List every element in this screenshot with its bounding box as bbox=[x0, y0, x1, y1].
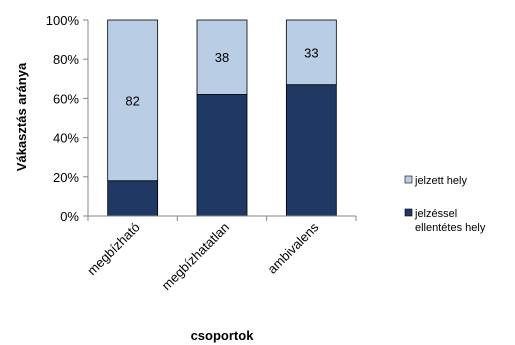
x-tick-label: megbízható bbox=[84, 220, 143, 279]
x-tick-label: megbízhatatlan bbox=[159, 220, 232, 293]
x-tick-label: ambivalens bbox=[264, 219, 321, 276]
data-label: 38 bbox=[215, 50, 229, 65]
y-axis-title: Vákasztás aránya bbox=[14, 62, 29, 171]
data-label: 33 bbox=[304, 45, 318, 60]
axes-group: 0% 20% 40% 60% 80% 100% bbox=[46, 13, 357, 224]
y-tick-label: 0% bbox=[60, 209, 79, 224]
bar-jelzessel-ellentetes-hely-0 bbox=[107, 180, 159, 217]
data-label: 82 bbox=[125, 93, 139, 108]
y-tick-label: 40% bbox=[53, 131, 79, 146]
legend-label: jelzéssel bbox=[414, 208, 457, 220]
bar-jelzett-hely-1 bbox=[196, 19, 248, 95]
bar-jelzessel-ellentetes-hely-2 bbox=[285, 84, 337, 217]
legend-swatch bbox=[404, 175, 413, 184]
y-tick-label: 100% bbox=[46, 13, 80, 28]
bar-jelzett-hely-0 bbox=[107, 19, 159, 182]
legend-label: ellentétes hely bbox=[415, 222, 486, 234]
bars-group bbox=[107, 19, 337, 217]
bar-jelzessel-ellentetes-hely-1 bbox=[196, 94, 248, 217]
y-tick-label: 20% bbox=[53, 170, 79, 185]
y-tick-label: 80% bbox=[53, 52, 79, 67]
legend-swatch bbox=[404, 208, 413, 217]
legend: jelzett hely jelzéssel ellentétes hely bbox=[404, 175, 486, 234]
legend-label: jelzett hely bbox=[414, 175, 467, 187]
y-tick-label: 60% bbox=[53, 91, 79, 106]
x-axis-title: csoportok bbox=[191, 328, 255, 343]
bar-jelzett-hely-2 bbox=[285, 19, 337, 86]
